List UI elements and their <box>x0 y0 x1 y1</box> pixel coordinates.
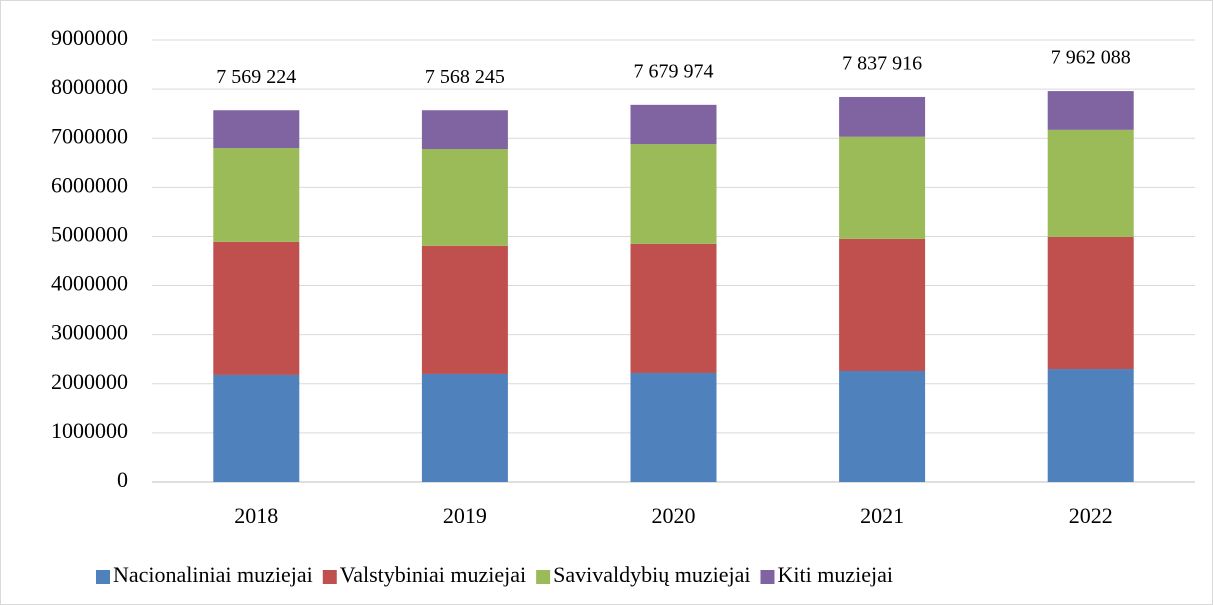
y-tick-label: 9000000 <box>51 25 128 50</box>
legend-swatch <box>536 570 551 584</box>
total-label: 7 569 224 <box>216 66 296 88</box>
bar-segment <box>1047 369 1134 482</box>
bar-segment <box>630 243 717 373</box>
bar-segment <box>630 104 717 145</box>
y-tick-label: 8000000 <box>51 74 128 99</box>
x-tick-label: 2020 <box>652 503 696 528</box>
total-label: 7 962 088 <box>1051 47 1131 69</box>
bar-segment <box>421 149 508 246</box>
x-tick-label: 2019 <box>443 503 487 528</box>
bar-segment <box>1047 91 1134 130</box>
legend-label: Valstybiniai muziejai <box>340 562 526 587</box>
bar-segment <box>1047 129 1134 237</box>
y-tick-label: 4000000 <box>51 271 128 296</box>
y-tick-label: 1000000 <box>51 418 128 443</box>
y-tick-label: 3000000 <box>51 320 128 345</box>
bar-segment <box>630 372 717 482</box>
bar-segment <box>213 148 300 242</box>
bar-segment <box>213 241 300 375</box>
total-label: 7 679 974 <box>634 60 714 82</box>
legend-swatch <box>322 570 337 584</box>
total-label: 7 568 245 <box>425 66 505 88</box>
y-tick-label: 6000000 <box>51 172 128 197</box>
bar-segment <box>213 374 300 482</box>
x-tick-label: 2021 <box>860 503 904 528</box>
y-tick-label: 2000000 <box>51 369 128 394</box>
legend-swatch <box>96 570 110 584</box>
bar-segment <box>421 245 508 374</box>
y-tick-label: 7000000 <box>51 123 128 148</box>
bar-segment <box>839 371 926 482</box>
bar-segment <box>839 136 926 239</box>
x-tick-label: 2022 <box>1069 503 1113 528</box>
y-tick-label: 5000000 <box>51 221 128 246</box>
legend-label: Savivaldybių muziejai <box>553 562 750 587</box>
legend-label: Kiti muziejai <box>777 562 892 587</box>
bar-segment <box>839 96 926 137</box>
bar-segment <box>1047 236 1134 370</box>
legend-label: Nacionaliniai muziejai <box>113 562 313 587</box>
bar-segment <box>421 373 508 482</box>
bar-segment <box>213 110 300 149</box>
total-label: 7 837 916 <box>842 53 922 75</box>
bar-segment <box>421 110 508 150</box>
y-tick-label: 0 <box>117 467 128 492</box>
bar-segment <box>630 144 717 244</box>
bar-segment <box>839 238 926 372</box>
x-tick-label: 2018 <box>234 503 278 528</box>
legend-swatch <box>760 570 775 584</box>
